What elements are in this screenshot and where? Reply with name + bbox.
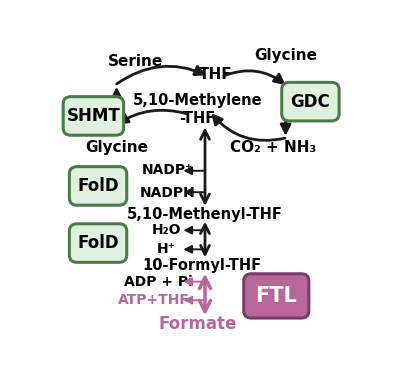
- Text: FTL: FTL: [256, 286, 297, 306]
- Text: NADP⁺: NADP⁺: [142, 163, 194, 177]
- Text: Formate: Formate: [158, 315, 236, 333]
- FancyBboxPatch shape: [69, 224, 127, 262]
- Text: Glycine: Glycine: [85, 141, 148, 155]
- Text: ATP+THF: ATP+THF: [118, 293, 190, 307]
- FancyBboxPatch shape: [282, 82, 339, 121]
- Text: SHMT: SHMT: [66, 107, 120, 125]
- Text: Glycine: Glycine: [254, 49, 317, 63]
- Text: 5,10-Methylene
-THF: 5,10-Methylene -THF: [132, 93, 262, 125]
- Text: GDC: GDC: [290, 93, 330, 111]
- Text: Serine: Serine: [108, 53, 163, 69]
- FancyBboxPatch shape: [244, 274, 309, 318]
- Text: 5,10-Methenyl-THF: 5,10-Methenyl-THF: [127, 207, 283, 222]
- Text: NADPH: NADPH: [140, 186, 196, 200]
- Text: CO₂ + NH₃: CO₂ + NH₃: [230, 141, 316, 155]
- Text: 10-Formyl-THF: 10-Formyl-THF: [142, 259, 262, 273]
- Text: ADP + Pi: ADP + Pi: [124, 275, 193, 289]
- FancyBboxPatch shape: [69, 167, 127, 205]
- FancyBboxPatch shape: [63, 97, 124, 135]
- Text: FolD: FolD: [77, 234, 119, 252]
- Text: THF: THF: [199, 67, 233, 82]
- Text: H₂O: H₂O: [152, 223, 181, 237]
- Text: H⁺: H⁺: [157, 242, 176, 256]
- Text: FolD: FolD: [77, 177, 119, 195]
